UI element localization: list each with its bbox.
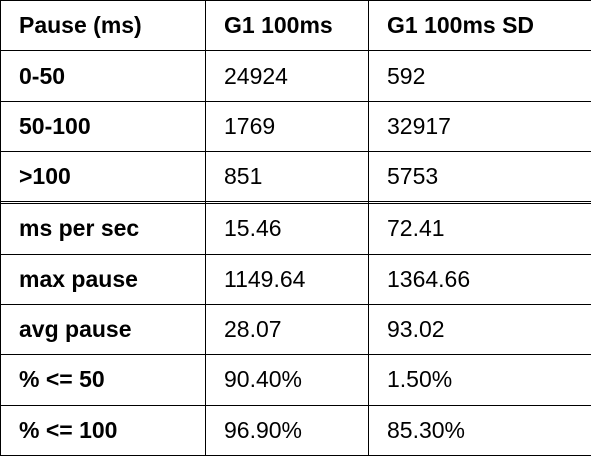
row-label: 0-50	[0, 50, 206, 102]
cell: 1149.64	[205, 253, 369, 305]
table-row: 50-100 1769 32917	[0, 100, 591, 153]
cell: G1 100ms	[205, 0, 369, 52]
cell: 85.30%	[368, 404, 591, 456]
row-label: >100	[0, 151, 206, 203]
cell: 5753	[368, 151, 591, 203]
table-row: avg pause 28.07 93.02	[0, 303, 591, 356]
table-row: max pause 1149.64 1364.66	[0, 253, 591, 305]
table-row: % <= 50 90.40% 1.50%	[0, 354, 591, 406]
table-row: 0-50 24924 592	[0, 50, 591, 102]
row-label: avg pause	[0, 303, 206, 356]
cell: 32917	[368, 100, 591, 153]
cell: 15.46	[205, 203, 369, 255]
table-row: % <= 100 96.90% 85.30%	[0, 404, 591, 456]
row-label: ms per sec	[0, 203, 206, 255]
cell: 72.41	[368, 203, 591, 255]
cell: 93.02	[368, 303, 591, 356]
row-label: 50-100	[0, 100, 206, 153]
table-row: >100 851 5753	[0, 151, 591, 203]
cell: 90.40%	[205, 354, 369, 406]
cell: 28.07	[205, 303, 369, 356]
cell: 1.50%	[368, 354, 591, 406]
cell: 96.90%	[205, 404, 369, 456]
row-label: % <= 100	[0, 404, 206, 456]
row-label: Pause (ms)	[0, 0, 206, 52]
table-row: ms per sec 15.46 72.41	[0, 203, 591, 255]
row-label: % <= 50	[0, 354, 206, 406]
cell: 592	[368, 50, 591, 102]
cell: 1364.66	[368, 253, 591, 305]
cell: G1 100ms SD	[368, 0, 591, 52]
cell: 24924	[205, 50, 369, 102]
cell: 1769	[205, 100, 369, 153]
row-label: max pause	[0, 253, 206, 305]
cell: 851	[205, 151, 369, 203]
table-row: Pause (ms) G1 100ms G1 100ms SD	[0, 0, 591, 52]
